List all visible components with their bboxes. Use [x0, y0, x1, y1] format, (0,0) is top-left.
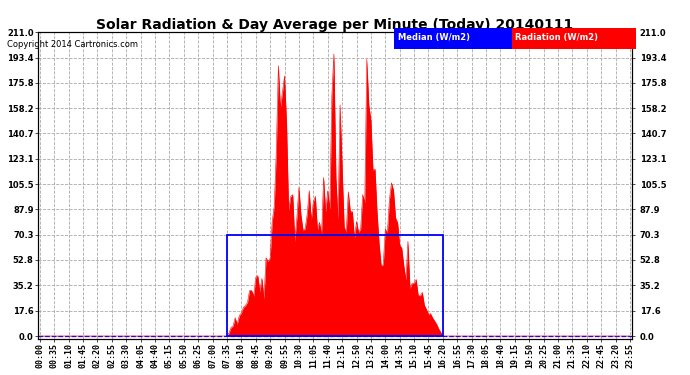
Bar: [227, 235, 443, 336]
Text: Copyright 2014 Cartronics.com: Copyright 2014 Cartronics.com: [7, 40, 138, 49]
Text: Median (W/m2): Median (W/m2): [398, 33, 470, 42]
Title: Solar Radiation & Day Average per Minute (Today) 20140111: Solar Radiation & Day Average per Minute…: [97, 18, 573, 32]
Text: Radiation (W/m2): Radiation (W/m2): [515, 33, 598, 42]
